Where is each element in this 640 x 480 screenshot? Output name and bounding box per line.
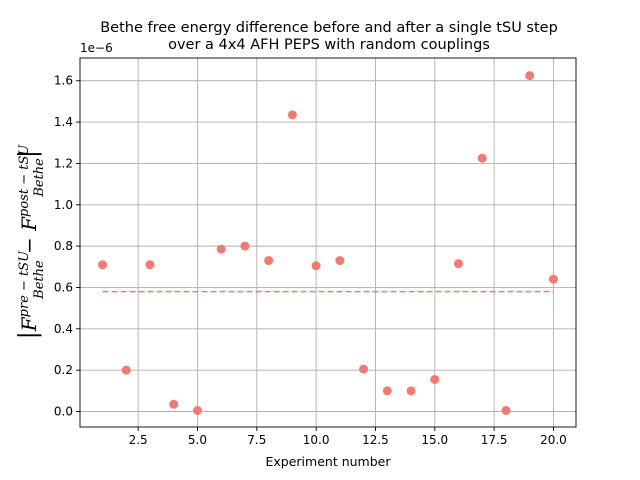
x-axis-label: Experiment number [266, 454, 392, 469]
data-point [335, 256, 345, 266]
y-tick-label: 0.8 [54, 239, 73, 253]
y-tick-label: 1.0 [54, 198, 73, 212]
x-tick-label: 15.0 [421, 433, 448, 447]
y-axis-label: |Fpre − tSUBethe − Fpost − tSUBethe| [14, 144, 47, 340]
y-tick-label: 1.4 [54, 115, 73, 129]
data-point [477, 153, 487, 163]
chart-title-line-2: over a 4x4 AFH PEPS with random coupling… [168, 37, 490, 53]
data-point [382, 386, 392, 396]
x-tick-label: 12.5 [362, 433, 389, 447]
data-point [145, 260, 155, 270]
data-point [311, 261, 321, 271]
data-point [216, 244, 226, 254]
x-tick-label: 7.5 [247, 433, 266, 447]
data-point [406, 386, 416, 396]
data-point [525, 71, 535, 81]
plot-frame [79, 57, 577, 428]
y-tick-label: 1.6 [54, 74, 73, 88]
y-tick-label: 0.6 [54, 280, 73, 294]
data-point [98, 260, 108, 270]
chart-title-line-1: Bethe free energy difference before and … [100, 20, 558, 36]
data-point [454, 259, 464, 269]
x-tick-label: 17.5 [481, 433, 508, 447]
y-tick-label: 0.2 [54, 363, 73, 377]
x-tick-label: 10.0 [303, 433, 330, 447]
data-points [98, 71, 558, 415]
grid [80, 58, 576, 427]
data-point [264, 256, 274, 266]
y-label-post: post − tSU [17, 144, 32, 217]
y-label-sub-1: Bethe [32, 260, 47, 300]
x-tick-label: 20.0 [540, 433, 567, 447]
data-point [287, 110, 297, 120]
y-label-sub-2: Bethe [32, 158, 47, 198]
data-point [359, 364, 369, 374]
data-point [169, 399, 179, 409]
y-tick-label: 0.4 [54, 322, 73, 336]
data-point [548, 274, 558, 284]
data-point [240, 241, 250, 251]
y-axis-ticks: 0.0 0.2 0.4 0.6 0.8 1.0 1.2 1.4 1.6 [54, 74, 80, 418]
x-tick-label: 5.0 [188, 433, 207, 447]
y-offset-text: 1e−6 [80, 41, 113, 55]
data-point [121, 365, 131, 375]
data-point [501, 405, 511, 415]
data-point [192, 405, 202, 415]
data-point [430, 374, 440, 384]
y-tick-label: 0.0 [54, 404, 73, 418]
y-tick-label: 1.2 [54, 156, 73, 170]
x-axis-ticks: 2.5 5.0 7.5 10.0 12.5 15.0 17.5 20.0 [129, 427, 567, 447]
x-tick-label: 2.5 [129, 433, 148, 447]
y-label-pre: pre − tSU [17, 250, 32, 318]
